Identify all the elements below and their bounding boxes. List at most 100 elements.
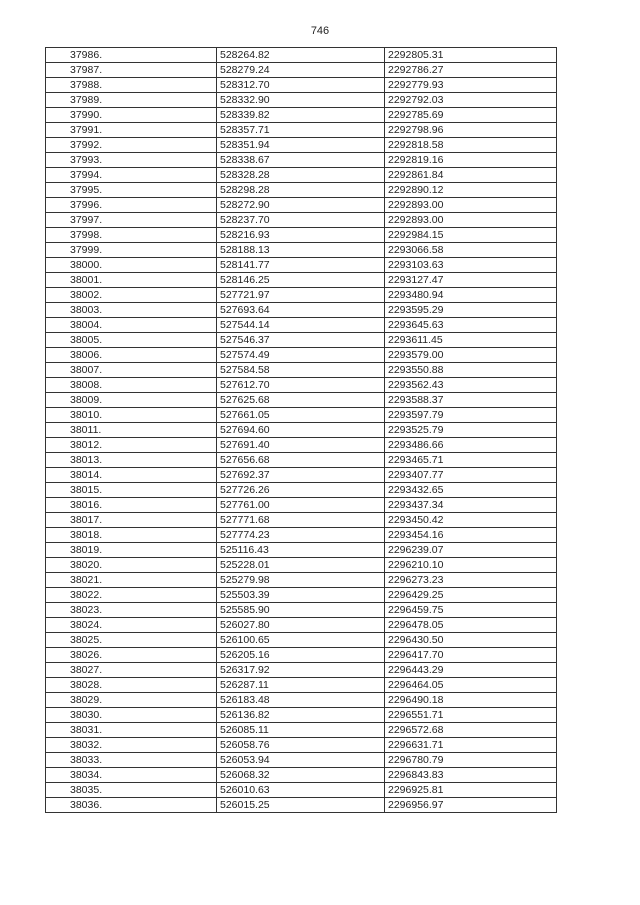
point-number-cell: 38010. [45,407,217,423]
x-coordinate-cell: 526287.11 [216,677,385,693]
point-number-cell: 38036. [45,797,217,813]
point-number-cell: 37988. [45,77,217,93]
y-coordinate-cell: 2293579.00 [384,347,557,363]
y-coordinate-cell: 2293525.79 [384,422,557,438]
x-coordinate-cell: 525585.90 [216,602,385,618]
table-row: 38001. 528146.25 2293127.47 [45,272,557,288]
point-number-cell: 38000. [45,257,217,273]
x-coordinate-cell: 526100.65 [216,632,385,648]
table-row: 38035. 526010.63 2296925.81 [45,782,557,798]
x-coordinate-cell: 525116.43 [216,542,385,558]
y-coordinate-cell: 2293450.42 [384,512,557,528]
y-coordinate-cell: 2293103.63 [384,257,557,273]
y-coordinate-cell: 2293550.88 [384,362,557,378]
table-row: 37986. 528264.82 2292805.31 [45,47,557,63]
table-row: 38009. 527625.68 2293588.37 [45,392,557,408]
table-row: 38008. 527612.70 2293562.43 [45,377,557,393]
x-coordinate-cell: 525228.01 [216,557,385,573]
table-row: 38015. 527726.26 2293432.65 [45,482,557,498]
y-coordinate-cell: 2296239.07 [384,542,557,558]
x-coordinate-cell: 528146.25 [216,272,385,288]
point-number-cell: 37991. [45,122,217,138]
point-number-cell: 38013. [45,452,217,468]
point-number-cell: 38029. [45,692,217,708]
x-coordinate-cell: 528338.67 [216,152,385,168]
point-number-cell: 38007. [45,362,217,378]
y-coordinate-cell: 2293465.71 [384,452,557,468]
y-coordinate-cell: 2296273.23 [384,572,557,588]
x-coordinate-cell: 527691.40 [216,437,385,453]
y-coordinate-cell: 2292861.84 [384,167,557,183]
x-coordinate-cell: 526053.94 [216,752,385,768]
y-coordinate-cell: 2296429.25 [384,587,557,603]
point-number-cell: 38011. [45,422,217,438]
point-number-cell: 38033. [45,752,217,768]
x-coordinate-cell: 528237.70 [216,212,385,228]
point-number-cell: 38034. [45,767,217,783]
x-coordinate-cell: 528272.90 [216,197,385,213]
point-number-cell: 38017. [45,512,217,528]
y-coordinate-cell: 2292818.58 [384,137,557,153]
table-row: 38017. 527771.68 2293450.42 [45,512,557,528]
y-coordinate-cell: 2296459.75 [384,602,557,618]
table-row: 38020. 525228.01 2296210.10 [45,557,557,573]
table-row: 37989. 528332.90 2292792.03 [45,92,557,108]
point-number-cell: 38023. [45,602,217,618]
x-coordinate-cell: 526183.48 [216,692,385,708]
y-coordinate-cell: 2293562.43 [384,377,557,393]
y-coordinate-cell: 2292819.16 [384,152,557,168]
point-number-cell: 38032. [45,737,217,753]
table-row: 38002. 527721.97 2293480.94 [45,287,557,303]
point-number-cell: 37990. [45,107,217,123]
y-coordinate-cell: 2292786.27 [384,62,557,78]
x-coordinate-cell: 527612.70 [216,377,385,393]
x-coordinate-cell: 528339.82 [216,107,385,123]
table-row: 38031. 526085.11 2296572.68 [45,722,557,738]
point-number-cell: 37995. [45,182,217,198]
point-number-cell: 38027. [45,662,217,678]
x-coordinate-cell: 527625.68 [216,392,385,408]
x-coordinate-cell: 527661.05 [216,407,385,423]
table-row: 38011. 527694.60 2293525.79 [45,422,557,438]
y-coordinate-cell: 2296956.97 [384,797,557,813]
point-number-cell: 38003. [45,302,217,318]
y-coordinate-cell: 2293127.47 [384,272,557,288]
y-coordinate-cell: 2296843.83 [384,767,557,783]
table-row: 38005. 527546.37 2293611.45 [45,332,557,348]
y-coordinate-cell: 2293454.16 [384,527,557,543]
point-number-cell: 38030. [45,707,217,723]
y-coordinate-cell: 2296551.71 [384,707,557,723]
table-row: 37994. 528328.28 2292861.84 [45,167,557,183]
x-coordinate-cell: 527544.14 [216,317,385,333]
table-row: 38014. 527692.37 2293407.77 [45,467,557,483]
y-coordinate-cell: 2296417.70 [384,647,557,663]
x-coordinate-cell: 528279.24 [216,62,385,78]
table-row: 38018. 527774.23 2293454.16 [45,527,557,543]
table-row: 38007. 527584.58 2293550.88 [45,362,557,378]
y-coordinate-cell: 2293486.66 [384,437,557,453]
table-row: 38021. 525279.98 2296273.23 [45,572,557,588]
x-coordinate-cell: 526010.63 [216,782,385,798]
table-row: 37990. 528339.82 2292785.69 [45,107,557,123]
table-row: 38033. 526053.94 2296780.79 [45,752,557,768]
x-coordinate-cell: 527656.68 [216,452,385,468]
y-coordinate-cell: 2292785.69 [384,107,557,123]
table-row: 38022. 525503.39 2296429.25 [45,587,557,603]
x-coordinate-cell: 526085.11 [216,722,385,738]
table-row: 38004. 527544.14 2293645.63 [45,317,557,333]
y-coordinate-cell: 2293407.77 [384,467,557,483]
point-number-cell: 38018. [45,527,217,543]
x-coordinate-cell: 528328.28 [216,167,385,183]
y-coordinate-cell: 2293597.79 [384,407,557,423]
x-coordinate-cell: 528141.77 [216,257,385,273]
x-coordinate-cell: 528351.94 [216,137,385,153]
point-number-cell: 38026. [45,647,217,663]
table-row: 38028. 526287.11 2296464.05 [45,677,557,693]
table-row: 38016. 527761.00 2293437.34 [45,497,557,513]
table-row: 38012. 527691.40 2293486.66 [45,437,557,453]
x-coordinate-cell: 528216.93 [216,227,385,243]
x-coordinate-cell: 526068.32 [216,767,385,783]
x-coordinate-cell: 527761.00 [216,497,385,513]
y-coordinate-cell: 2293066.58 [384,242,557,258]
point-number-cell: 37996. [45,197,217,213]
